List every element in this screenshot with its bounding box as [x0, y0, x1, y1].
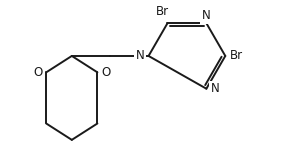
Text: Br: Br [156, 5, 169, 18]
Text: O: O [33, 66, 42, 79]
Text: N: N [135, 49, 144, 62]
Text: Br: Br [230, 49, 243, 62]
Text: O: O [101, 66, 111, 79]
Text: N: N [211, 82, 220, 95]
Text: N: N [202, 9, 211, 22]
